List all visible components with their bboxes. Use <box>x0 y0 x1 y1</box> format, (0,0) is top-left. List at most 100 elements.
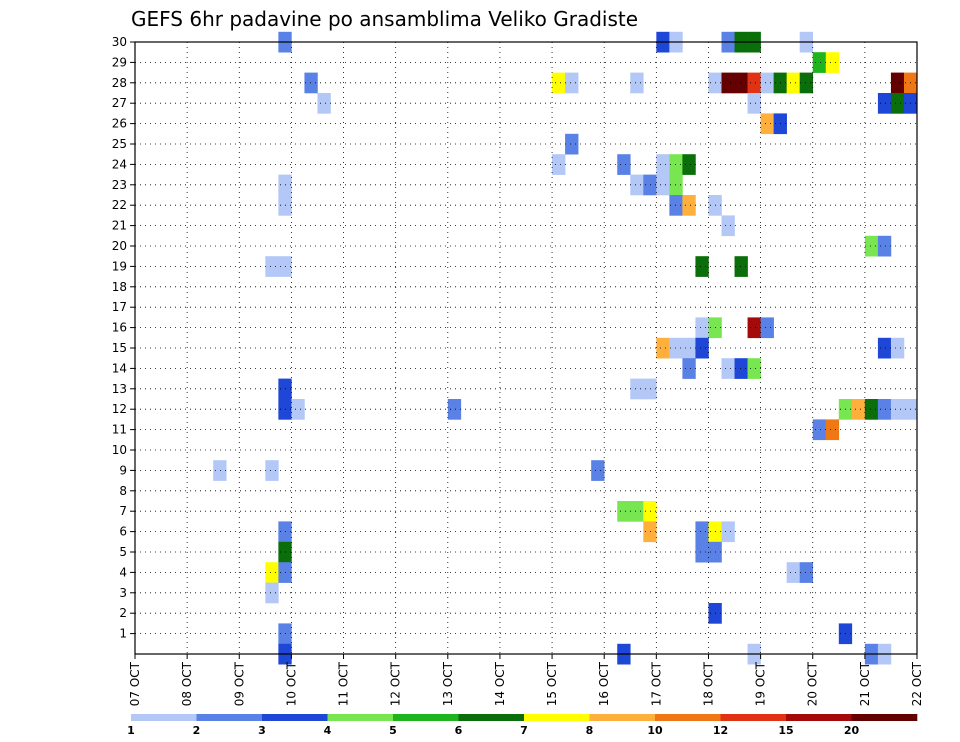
cell-member-7-85 <box>643 501 657 522</box>
cell-member-14-63 <box>721 358 735 379</box>
cell-member-23-39 <box>656 174 670 196</box>
cell-member-28-9 <box>304 72 318 94</box>
cell-member-15-56 <box>656 337 670 359</box>
cell-member-28-12 <box>630 72 644 94</box>
y-tick-label: 8 <box>119 484 127 498</box>
cell-member-28-11 <box>565 72 579 94</box>
cell-member-19-51 <box>734 256 748 277</box>
colorbar-swatch-dark-green <box>458 714 525 721</box>
x-tick-label: 17 OCT <box>649 661 663 706</box>
cell-member-20-47 <box>877 235 892 257</box>
y-tick-label: 9 <box>119 463 127 477</box>
colorbar-swatch-yellow <box>524 714 590 721</box>
y-tick-label: 5 <box>119 545 127 559</box>
cell-member-24-35 <box>682 154 696 175</box>
cell-member-15-61 <box>890 337 905 359</box>
cell-member-20-46 <box>864 235 879 257</box>
y-tick-label: 11 <box>112 423 127 437</box>
cell-member-28-21 <box>890 72 905 94</box>
y-tick-label: 30 <box>112 35 127 49</box>
x-tick-label: 14 OCT <box>493 661 507 706</box>
y-tick-label: 1 <box>119 627 127 641</box>
x-tick-label: 13 OCT <box>441 661 455 706</box>
cell-member-14-62 <box>682 358 696 379</box>
cell-member-15-60 <box>877 337 892 359</box>
colorbar: 1 2 3 4 5 6 7 8 10 12 15 20 <box>127 714 918 737</box>
y-tick-label: 7 <box>119 504 127 518</box>
y-tick-label: 18 <box>112 280 127 294</box>
colorbar-label: 2 <box>193 724 201 737</box>
colorbar-label: 7 <box>520 724 528 737</box>
cell-member-7-83 <box>617 501 631 522</box>
cell-member-19-50 <box>695 256 709 277</box>
colorbar-swatch-green <box>393 714 459 721</box>
x-tick-label: 10 OCT <box>284 661 298 706</box>
colorbar-label: 5 <box>389 724 397 737</box>
x-tick-label: 08 OCT <box>180 661 194 706</box>
colorbar-swatch-blue <box>196 714 263 721</box>
y-tick-label: 23 <box>112 178 127 192</box>
cell-member-28-14 <box>721 72 735 94</box>
colorbar-label: 1 <box>127 724 135 737</box>
cell-member-6-87 <box>643 521 657 543</box>
y-tick-label: 13 <box>112 382 127 396</box>
cell-member-21-45 <box>721 215 735 237</box>
cell-member-3-98 <box>265 582 279 604</box>
y-tick-label: 12 <box>112 402 127 416</box>
cell-member-12-74 <box>864 399 879 420</box>
y-tick-label: 15 <box>112 341 127 355</box>
y-tick-label: 16 <box>112 321 127 335</box>
x-tick-label: 07 OCT <box>128 661 142 706</box>
colorbar-label: 3 <box>258 724 266 737</box>
cell-member-25-30 <box>565 133 579 155</box>
colorbar-swatch-orange <box>655 714 721 721</box>
x-axis-ticks: 07 OCT 08 OCT 09 OCT 10 OCT 11 OCT 12 OCT 13 O… <box>128 654 924 706</box>
y-tick-label: 10 <box>112 443 127 457</box>
cell-member-28-20 <box>799 72 814 94</box>
cell-member-12-76 <box>890 399 905 420</box>
cell-member-4-94 <box>265 562 279 583</box>
cell-member-28-16 <box>747 72 761 94</box>
x-tick-label: 18 OCT <box>701 661 715 706</box>
grid-lines <box>135 42 917 654</box>
cell-member-24-33 <box>656 154 670 175</box>
cell-member-24-31 <box>552 154 566 175</box>
y-tick-label: 20 <box>112 239 127 253</box>
colorbar-label: 12 <box>713 724 728 737</box>
y-tick-label: 2 <box>119 606 127 620</box>
y-tick-label: 22 <box>112 198 127 212</box>
x-tick-label: 09 OCT <box>232 661 246 706</box>
cell-member-27-26 <box>890 93 905 114</box>
x-tick-label: 15 OCT <box>545 661 559 706</box>
cell-member-24-34 <box>669 154 683 175</box>
colorbar-swatch-light-orange <box>589 714 656 721</box>
colorbar-label: 8 <box>586 724 594 737</box>
y-tick-label: 24 <box>112 157 127 171</box>
colorbar-label: 15 <box>778 724 793 737</box>
colorbar-swatch-light-blue <box>131 714 197 721</box>
cell-member-27-25 <box>877 93 892 114</box>
y-tick-label: 25 <box>112 137 127 151</box>
cell-member-13-67 <box>630 378 644 400</box>
cell-member-6-90 <box>721 521 735 543</box>
cell-member-13-68 <box>643 378 657 400</box>
x-tick-label: 22 OCT <box>910 661 924 706</box>
x-tick-label: 11 OCT <box>337 661 351 706</box>
cell-member-29-8 <box>825 52 840 73</box>
cell-member-23-40 <box>669 174 683 196</box>
x-tick-label: 20 OCT <box>806 661 820 706</box>
cell-member-15-57 <box>669 337 683 359</box>
cell-member-24-32 <box>617 154 631 175</box>
cell-member-19-48 <box>265 256 279 277</box>
y-tick-label: 21 <box>112 219 127 233</box>
cell-member-12-70 <box>291 399 305 420</box>
y-tick-label: 27 <box>112 96 127 110</box>
cell-member-7-84 <box>630 501 644 522</box>
cell-member-28-10 <box>552 72 566 94</box>
y-tick-label: 4 <box>119 565 127 579</box>
y-tick-label: 17 <box>112 300 127 314</box>
cell-member-12-71 <box>447 399 462 420</box>
chart-title: GEFS 6hr padavine po ansamblima Veliko G… <box>131 7 638 31</box>
colorbar-swatch-light-green <box>327 714 394 721</box>
